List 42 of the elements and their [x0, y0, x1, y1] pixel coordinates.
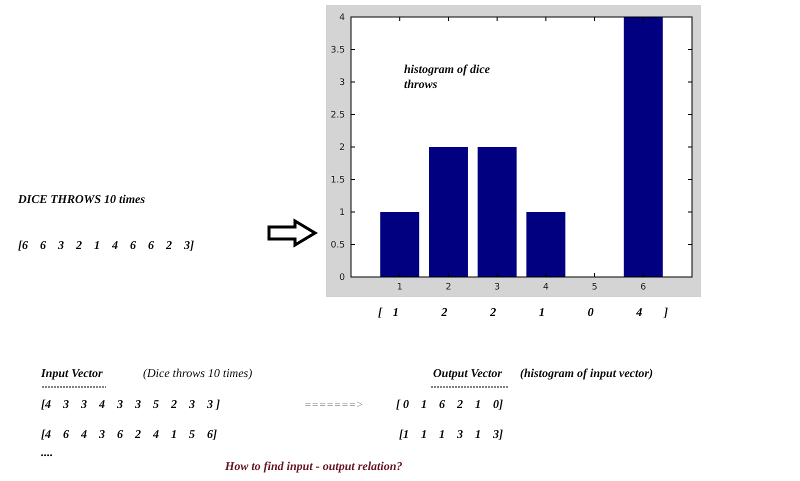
- data-label: 1: [392, 305, 399, 319]
- bar: [428, 147, 468, 277]
- text: [ 0 1 6 2 1 0]: [396, 397, 503, 411]
- data-label: 2: [440, 305, 448, 319]
- y-tick-label: 3: [339, 78, 345, 88]
- data-label: 2: [489, 305, 496, 319]
- y-tick-label: 3.5: [330, 45, 345, 56]
- text: Output Vector: [433, 366, 502, 380]
- text: [4 6 4 3 6 2 4 1 5 6]: [41, 427, 217, 441]
- x-tick-label: 5: [592, 282, 598, 292]
- text: (Dice throws 10 times): [143, 366, 252, 380]
- annotation: histogram of dice throws: [404, 62, 491, 91]
- x-tick-label: 2: [446, 282, 452, 292]
- text: Input Vector: [40, 366, 104, 380]
- text: DICE THROWS 10 times: [17, 192, 146, 206]
- bar: [526, 212, 566, 277]
- y-tick-label: 1.5: [330, 175, 345, 186]
- y-tick-label: 2: [339, 142, 345, 153]
- x-tick-label: 6: [640, 282, 646, 292]
- y-tick-label: 4: [339, 12, 346, 23]
- data-label: 1: [538, 305, 545, 319]
- y-tick-label: 1: [339, 208, 345, 218]
- x-tick-label: 3: [494, 282, 500, 292]
- text: =======>: [304, 399, 364, 411]
- text: ....: [41, 445, 53, 459]
- data-label: 0: [588, 305, 594, 319]
- text: (histogram of input vector): [520, 366, 654, 380]
- y-tick-label: 2.5: [330, 110, 345, 120]
- bar: [380, 212, 420, 277]
- bar: [624, 17, 663, 277]
- y-tick-label: 0.5: [330, 240, 345, 250]
- text: [4 3 3 4 3 3 5 2 3 3 ]: [41, 397, 220, 411]
- text: [1 1 1 3 1 3]: [399, 427, 503, 441]
- x-tick-label: 4: [542, 282, 549, 292]
- text: ]: [663, 305, 668, 319]
- x-tick-label: 1: [396, 282, 403, 292]
- text: [6 6 3 2 1 4 6 6 2 3]: [18, 238, 194, 252]
- text: [: [378, 305, 383, 319]
- bar: [478, 147, 517, 277]
- text: How to find input - output relation?: [224, 459, 402, 473]
- y-tick-label: 0: [339, 272, 346, 283]
- data-label: 4: [635, 305, 642, 319]
